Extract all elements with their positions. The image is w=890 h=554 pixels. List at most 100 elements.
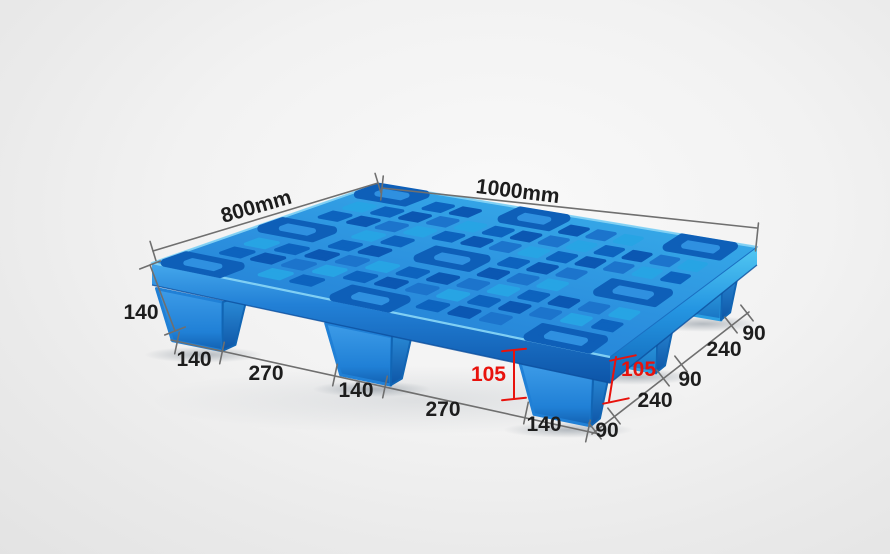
leg-ground-shadow xyxy=(503,421,634,438)
dim-tick xyxy=(588,422,602,440)
deck-hole xyxy=(289,274,326,287)
deck-hole xyxy=(374,276,409,290)
deck-hole xyxy=(351,230,386,242)
deck-cup-inner xyxy=(543,330,588,346)
deck-hole xyxy=(415,299,451,313)
deck-hole xyxy=(591,318,624,333)
deck-hole xyxy=(565,240,598,253)
deck-hole xyxy=(250,252,287,265)
deck-hole xyxy=(486,283,521,297)
deck-hole xyxy=(456,278,491,291)
deck-hole xyxy=(608,307,641,321)
deck-hole xyxy=(660,271,691,285)
deck-hole xyxy=(649,254,681,268)
dim-tick xyxy=(754,222,760,252)
deck-hole xyxy=(476,267,510,280)
deck-hole xyxy=(506,272,540,286)
deck-hole xyxy=(365,260,400,273)
deck-hole xyxy=(631,266,663,280)
deck-hole xyxy=(219,246,256,259)
dim-label-right-240b: 240 xyxy=(706,338,741,361)
deck-hole xyxy=(243,237,280,250)
dimension-labels: 800mm 1000mm 140 140 270 140 270 140 90 … xyxy=(123,175,765,442)
dim-line-800mm xyxy=(152,182,379,252)
dim-tick xyxy=(163,326,187,336)
deck-cup-inner xyxy=(434,252,471,265)
deck-hole xyxy=(281,258,317,271)
dim-tick xyxy=(674,355,688,373)
deck-cup-inner xyxy=(351,291,390,306)
dim-tick xyxy=(173,331,181,355)
deck-hole xyxy=(257,268,294,281)
deck-hole xyxy=(454,220,488,233)
deck-hole xyxy=(343,270,379,284)
deck-hole xyxy=(431,230,466,243)
deck-hole xyxy=(421,201,455,213)
deck-hole xyxy=(398,211,432,223)
deck-rim-bottom-edge xyxy=(151,264,758,384)
dim-label-clearance-105-left: 105 xyxy=(471,363,506,386)
deck-cup-inner xyxy=(278,223,316,236)
dim-tick xyxy=(501,347,527,353)
deck-hole xyxy=(312,264,348,277)
deck-hole xyxy=(380,235,415,248)
dim-tick xyxy=(656,369,670,387)
deck-hole xyxy=(578,301,611,315)
deck-hole xyxy=(304,249,340,262)
deck-hole xyxy=(460,235,494,248)
deck-hole xyxy=(479,311,513,326)
deck-hole xyxy=(509,230,543,243)
dim-line-1000mm xyxy=(381,187,758,229)
deck-hole xyxy=(593,245,625,258)
deck-hole xyxy=(317,210,353,222)
deck-hole xyxy=(448,206,482,218)
dim-tick xyxy=(374,172,382,194)
deck-cup-inner xyxy=(517,212,552,225)
deck-hole xyxy=(621,249,653,263)
deck-hole xyxy=(529,306,563,321)
dim-line-clearance-right xyxy=(608,356,617,402)
deck-hole xyxy=(517,246,550,259)
dim-line-left-height xyxy=(149,264,176,332)
dim-label-right-90b: 90 xyxy=(678,368,701,391)
deck-hole xyxy=(555,267,588,280)
dim-label-right-90c: 90 xyxy=(742,322,765,345)
deck-hole xyxy=(498,300,532,314)
deck-cup-inner xyxy=(612,285,654,300)
deck-hole xyxy=(547,295,581,309)
deck-hole xyxy=(560,312,593,327)
deck-hole xyxy=(488,240,522,254)
dim-tick xyxy=(740,304,754,322)
deck-hole xyxy=(334,254,370,268)
leg-ground-shadow xyxy=(144,346,263,363)
dim-tick xyxy=(522,401,530,425)
dimension-lines xyxy=(138,172,760,443)
deck-hole xyxy=(585,229,617,242)
dim-tick xyxy=(379,175,385,201)
dim-label-bottom-270b: 270 xyxy=(425,398,460,421)
dim-label-right-240a: 240 xyxy=(637,389,672,412)
dim-tick xyxy=(602,397,630,405)
deck-hole xyxy=(481,225,515,238)
dim-tick xyxy=(609,354,637,362)
deck-right-rim xyxy=(610,247,757,383)
deck-front-rim xyxy=(152,263,610,383)
deck-hole xyxy=(467,294,501,308)
deck-hole xyxy=(405,282,440,296)
deck-hole xyxy=(546,251,579,264)
deck-hole xyxy=(536,278,569,292)
deck-hole xyxy=(517,289,551,303)
deck-hole xyxy=(426,272,461,285)
deck-hole xyxy=(370,206,405,218)
dim-label-left-height-140: 140 xyxy=(123,301,158,324)
deck-hole xyxy=(403,225,438,238)
deck-hole xyxy=(558,224,590,237)
deck-hole xyxy=(497,256,530,270)
deck-hole xyxy=(426,216,460,228)
dim-tick xyxy=(138,260,162,270)
dim-tick xyxy=(331,363,339,387)
deck-hole xyxy=(436,288,471,302)
pallet-deck xyxy=(150,182,759,384)
